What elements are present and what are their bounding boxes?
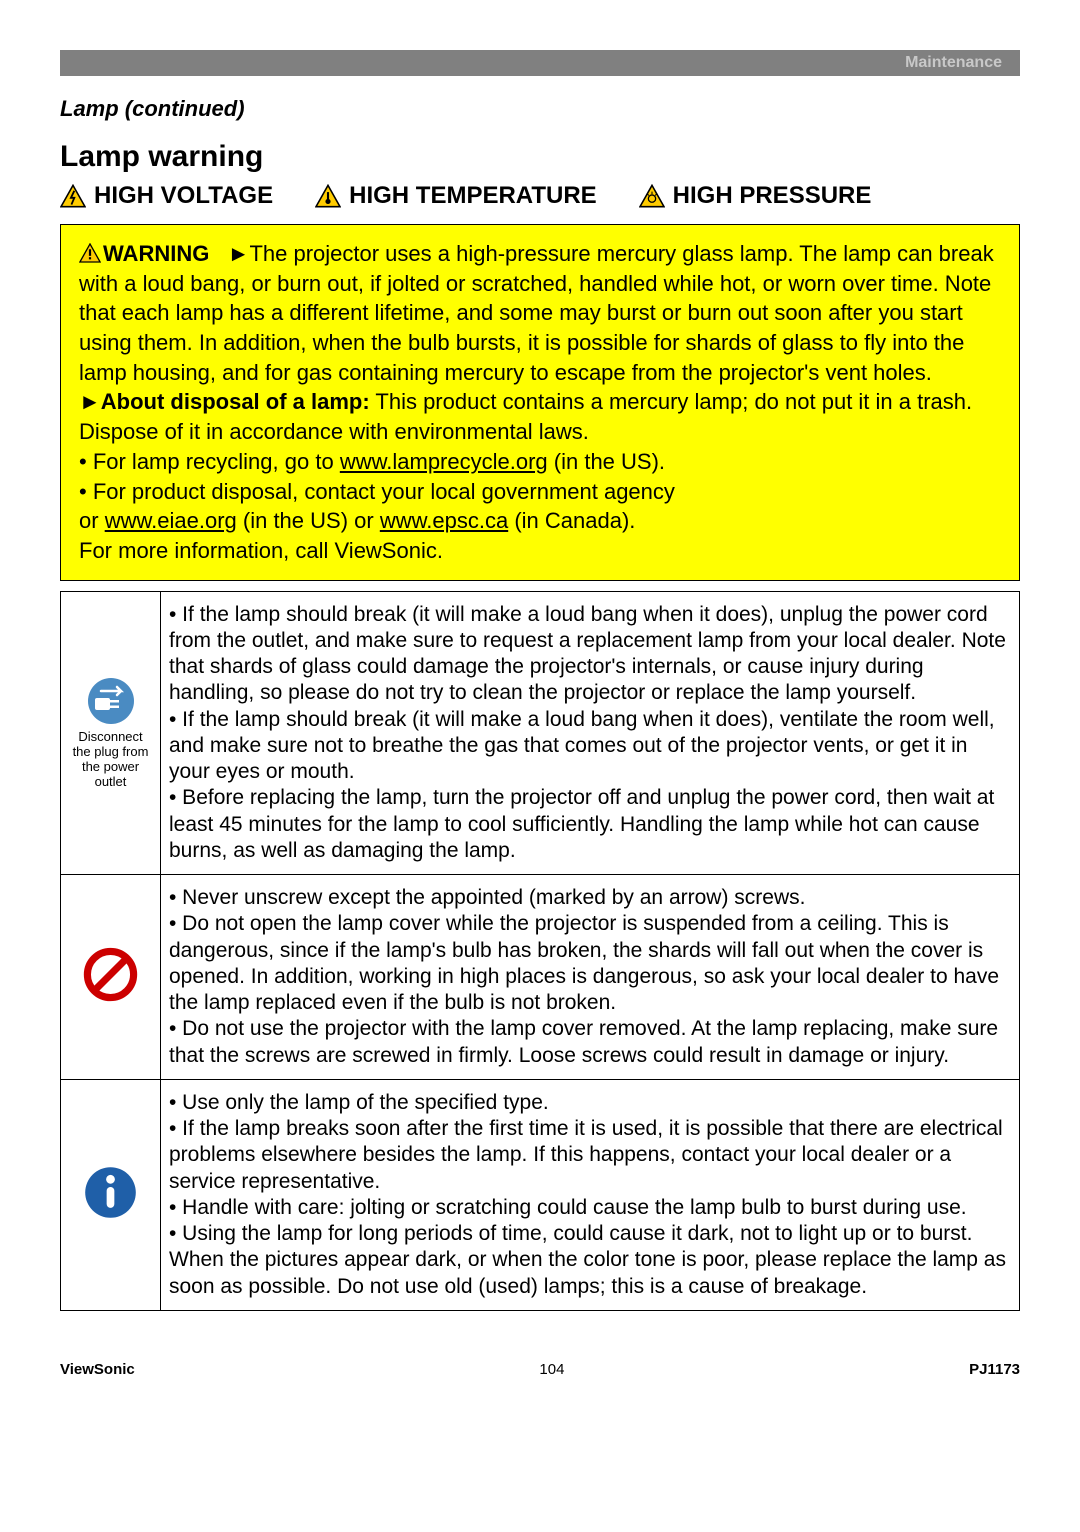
more-info: For more information, call ViewSonic.: [79, 538, 443, 563]
advice-row-prohibit: • Never unscrew except the appointed (ma…: [61, 875, 1020, 1080]
header-section-label: Maintenance: [905, 54, 1002, 72]
bullet3-mid: (in the US) or: [237, 508, 380, 533]
bullet2: • For product disposal, contact your loc…: [79, 479, 675, 504]
footer-model: PJ1173: [969, 1361, 1020, 1378]
high-voltage-icon: [60, 184, 86, 208]
disconnect-caption: Disconnect the plug from the power outle…: [69, 730, 152, 790]
hazard-pressure-label: HIGH PRESSURE: [673, 182, 872, 210]
advice-row-disconnect: Disconnect the plug from the power outle…: [61, 591, 1020, 875]
footer-brand: ViewSonic: [60, 1361, 135, 1378]
hazard-temperature-label: HIGH TEMPERATURE: [349, 182, 597, 210]
advice-row1-text: • If the lamp should break (it will make…: [161, 591, 1020, 875]
hazard-voltage-label: HIGH VOLTAGE: [94, 182, 273, 210]
warning-box: WARNING ►The projector uses a high-press…: [60, 224, 1020, 581]
advice-row-notice: • Use only the lamp of the specified typ…: [61, 1079, 1020, 1310]
lamprecycle-link[interactable]: www.lamprecycle.org: [340, 449, 548, 474]
hazard-row: HIGH VOLTAGE HIGH TEMPERATURE HIGH PRESS…: [60, 182, 1020, 210]
footer-page-number: 104: [539, 1361, 564, 1378]
warning-label: WARNING: [103, 241, 209, 266]
bullet3-post: (in Canada).: [508, 508, 635, 533]
hazard-temperature: HIGH TEMPERATURE: [315, 182, 597, 210]
bullet3-pre: or: [79, 508, 105, 533]
disconnect-plug-icon: [86, 676, 136, 726]
section-continued: Lamp (continued): [60, 96, 1020, 122]
footer: ViewSonic 104 PJ1173: [60, 1361, 1020, 1378]
hazard-pressure: HIGH PRESSURE: [639, 182, 872, 210]
warning-triangle-icon: [79, 243, 101, 263]
advice-row3-text: • Use only the lamp of the specified typ…: [161, 1079, 1020, 1310]
advice-table: Disconnect the plug from the power outle…: [60, 591, 1020, 1311]
hazard-voltage: HIGH VOLTAGE: [60, 182, 273, 210]
bullet1-pre: • For lamp recycling, go to: [79, 449, 340, 474]
notice-icon: [83, 1165, 138, 1220]
eiae-link[interactable]: www.eiae.org: [105, 508, 237, 533]
disposal-label: ►About disposal of a lamp:: [79, 389, 370, 414]
high-temperature-icon: [315, 184, 341, 208]
high-pressure-icon: [639, 184, 665, 208]
advice-row2-text: • Never unscrew except the appointed (ma…: [161, 875, 1020, 1080]
header-bar: Maintenance: [60, 50, 1020, 76]
bullet1-post: (in the US).: [548, 449, 665, 474]
prohibit-icon: [83, 947, 138, 1002]
page-title: Lamp warning: [60, 140, 1020, 174]
epsc-link[interactable]: www.epsc.ca: [380, 508, 508, 533]
warning-intro: ►The projector uses a high-pressure merc…: [79, 241, 994, 385]
